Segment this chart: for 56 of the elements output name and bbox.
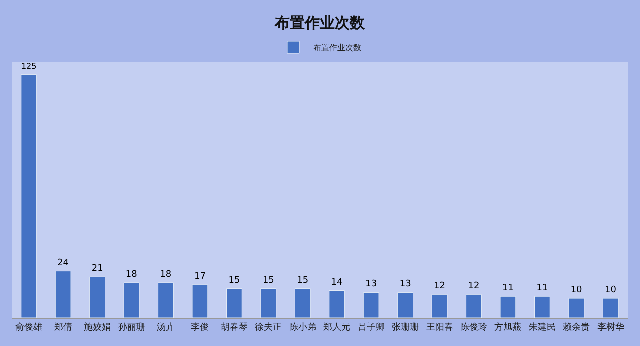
data-label: 125 bbox=[21, 62, 37, 72]
data-label: 13 bbox=[366, 280, 378, 290]
data-label: 14 bbox=[331, 278, 343, 288]
x-tick-label: 李树华 bbox=[597, 322, 624, 333]
x-tick-label: 陈小弟 bbox=[289, 322, 316, 333]
bar bbox=[90, 276, 106, 318]
bar bbox=[21, 74, 38, 318]
x-tick-label: 施姣娟 bbox=[84, 322, 112, 333]
data-label: 15 bbox=[228, 276, 240, 286]
x-tick-label: 吕子卿 bbox=[358, 322, 385, 333]
x-tick-label: 张珊珊 bbox=[392, 322, 420, 333]
x-tick-label: 朱建民 bbox=[528, 322, 556, 333]
bar bbox=[294, 288, 311, 318]
bar bbox=[602, 298, 619, 318]
data-label: 15 bbox=[297, 276, 309, 286]
bar bbox=[329, 290, 346, 318]
data-label: 18 bbox=[160, 270, 172, 280]
chart-title: 布置作业次数 bbox=[274, 14, 366, 32]
data-label: 13 bbox=[400, 280, 412, 290]
bar bbox=[260, 288, 277, 318]
bar bbox=[534, 296, 550, 318]
x-tick-label: 陈俊玲 bbox=[460, 322, 488, 333]
data-label: 10 bbox=[605, 286, 617, 296]
bar bbox=[363, 292, 380, 318]
data-label: 11 bbox=[502, 284, 514, 294]
legend-label: 布置作业次数 bbox=[314, 44, 362, 53]
data-label: 11 bbox=[536, 284, 548, 294]
data-label: 12 bbox=[468, 282, 480, 292]
x-tick-label: 王阳春 bbox=[426, 322, 454, 333]
bar bbox=[432, 294, 448, 318]
x-tick-label: 俞俊雄 bbox=[16, 322, 43, 333]
bar bbox=[158, 282, 174, 318]
data-label: 12 bbox=[434, 282, 446, 292]
bar bbox=[398, 292, 414, 318]
bar bbox=[500, 296, 516, 318]
bar bbox=[124, 282, 140, 318]
bar bbox=[192, 284, 208, 318]
data-label: 10 bbox=[570, 286, 583, 296]
data-label: 18 bbox=[126, 270, 138, 280]
data-label: 15 bbox=[262, 276, 274, 286]
bar bbox=[466, 294, 482, 318]
x-tick-label: 李俊 bbox=[191, 322, 210, 333]
x-tick-label: 郑倩 bbox=[54, 322, 72, 333]
x-tick-label: 方旭燕 bbox=[494, 322, 522, 333]
x-tick-label: 汤卉 bbox=[157, 322, 175, 333]
bar bbox=[226, 288, 242, 318]
data-label: 24 bbox=[57, 258, 70, 268]
x-tick-label: 赖余贵 bbox=[563, 322, 590, 333]
x-tick-label: 胡春琴 bbox=[220, 322, 248, 333]
data-label: 21 bbox=[92, 264, 104, 274]
x-tick-label: 徐夫正 bbox=[255, 322, 282, 333]
data-label: 17 bbox=[194, 272, 206, 282]
x-tick-label: 孙丽珊 bbox=[118, 322, 146, 333]
bar bbox=[55, 271, 72, 318]
bar bbox=[568, 298, 585, 318]
x-tick-label: 郑人元 bbox=[324, 322, 351, 333]
